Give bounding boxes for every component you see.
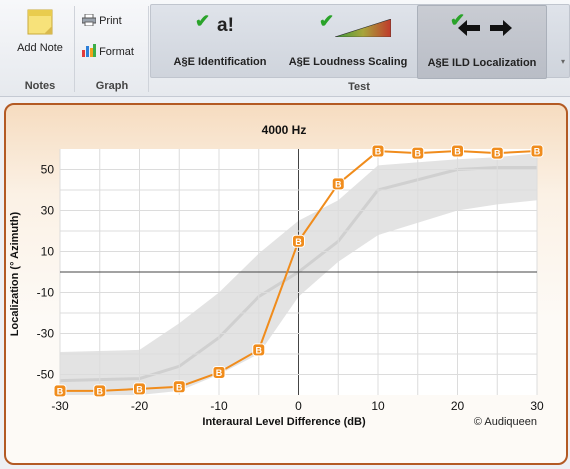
tick-labels: -30 -20 -10 0 10 20 30 50 30 10 -10 -30 -50 xyxy=(37,163,544,414)
x-tick-label: -10 xyxy=(210,399,228,413)
data-point-label: B xyxy=(295,237,302,247)
data-point-marker xyxy=(252,343,266,357)
notes-group-label: Notes xyxy=(24,80,56,92)
x-tick-label: 30 xyxy=(530,399,544,413)
data-point-marker xyxy=(371,144,385,158)
add-note-label: Add Note xyxy=(17,42,63,54)
data-point: B xyxy=(292,234,305,248)
data-point-marker xyxy=(133,382,146,396)
y-tick-label: 50 xyxy=(41,163,55,177)
x-tick-label: 10 xyxy=(371,399,385,413)
check-icon: ✔ xyxy=(450,10,466,30)
data-point: B xyxy=(93,384,107,398)
data-point-marker xyxy=(53,384,67,398)
y-tick-label: -30 xyxy=(37,327,55,341)
data-point: B xyxy=(530,144,544,158)
data-point: B xyxy=(331,177,345,191)
ild-localization-test-button[interactable]: ✔ A§E ILD Localization xyxy=(417,5,547,79)
y-axis-label: Localization (° Azimuth) xyxy=(9,211,21,336)
data-point-label: B xyxy=(375,147,382,157)
x-tick-label: -20 xyxy=(131,399,149,413)
identification-test-button[interactable]: ✔ a! A§E Identification xyxy=(157,5,283,77)
data-point-label: B xyxy=(136,384,143,394)
x-tick-label: 0 xyxy=(295,399,302,413)
data-point-label: B xyxy=(335,179,342,189)
data-point: B xyxy=(53,384,67,398)
check-icon: ✔ xyxy=(319,11,335,31)
data-point-marker xyxy=(172,380,186,394)
x-tick-label: -30 xyxy=(51,399,69,413)
data-point-marker xyxy=(411,146,425,160)
print-button[interactable]: Print xyxy=(81,13,122,27)
data-point-marker xyxy=(451,144,464,158)
test-group: ✔ a! A§E Identification ✔ A§E Loudness S… xyxy=(150,4,570,79)
data-point-label: B xyxy=(176,382,183,392)
left-right-arrows-icon xyxy=(458,20,512,36)
data-point-marker xyxy=(331,177,345,191)
sticky-note-icon xyxy=(27,9,53,35)
data-point: B xyxy=(451,144,464,158)
grid xyxy=(59,149,538,395)
printer-icon xyxy=(81,13,97,27)
graph-group-label: Graph xyxy=(95,80,129,92)
data-point: B xyxy=(411,146,425,160)
loudness-scaling-test-button[interactable]: ✔ A§E Loudness Scaling xyxy=(285,5,411,77)
format-button[interactable]: Format xyxy=(82,44,134,58)
data-point-marker xyxy=(93,384,107,398)
ribbon-divider xyxy=(148,6,149,92)
loudness-ramp-icon xyxy=(335,19,391,37)
ribbon-divider xyxy=(74,6,75,92)
notes-group: Add Note Notes xyxy=(8,0,72,95)
data-point-marker xyxy=(490,146,504,160)
x-tick-label: 20 xyxy=(451,399,465,413)
data-point-marker xyxy=(530,144,544,158)
print-label: Print xyxy=(99,15,122,27)
check-icon: ✔ xyxy=(195,11,211,31)
y-tick-label: -50 xyxy=(37,368,55,382)
data-point-label: B xyxy=(97,386,104,396)
data-point: B xyxy=(371,144,385,158)
data-point-label: B xyxy=(494,149,501,159)
add-note-button[interactable]: Add Note xyxy=(8,8,72,54)
series-line: B B B B B B B B B B B B B xyxy=(53,144,544,398)
chart-title: 4000 Hz xyxy=(262,123,307,137)
graph-group: Print Format Graph xyxy=(76,0,148,95)
y-tick-label: -10 xyxy=(37,286,55,300)
y-tick-label: 10 xyxy=(41,245,55,259)
data-point: B xyxy=(252,343,266,357)
data-point: B xyxy=(133,382,146,396)
data-point-label: B xyxy=(57,386,64,396)
localization-chart: 4000 Hz B B B B B B B B B B B B B -30 -20 -10 0 10 20 30 50… xyxy=(9,123,544,428)
copyright-label: © Audiqueen xyxy=(474,416,537,428)
test-group-label: Test xyxy=(348,81,370,93)
data-point-marker xyxy=(212,365,226,379)
loudness-scaling-label: A§E Loudness Scaling xyxy=(288,56,408,68)
format-label: Format xyxy=(99,46,134,58)
x-axis-label: Interaural Level Difference (dB) xyxy=(202,416,366,428)
chart-panel: 4000 Hz B B B B B B B B B B B B B -30 -20 -10 0 10 20 30 50… xyxy=(4,103,568,465)
identification-icon: a! xyxy=(217,15,234,36)
ild-localization-label: A§E ILD Localization xyxy=(427,57,537,69)
ribbon-toolbar: Add Note Notes Print Format Graph xyxy=(0,0,570,97)
data-point-label: B xyxy=(534,147,541,157)
identification-label: A§E Identification xyxy=(173,56,267,68)
data-point-label: B xyxy=(216,368,223,378)
data-point-label: B xyxy=(454,147,461,157)
data-point: B xyxy=(212,365,226,379)
data-point: B xyxy=(490,146,504,160)
data-point-label: B xyxy=(415,149,422,159)
y-tick-label: 30 xyxy=(41,204,55,218)
data-point-label: B xyxy=(256,345,263,355)
data-point: B xyxy=(172,380,186,394)
gallery-more-icon[interactable]: ▾ xyxy=(560,57,565,66)
data-point-marker xyxy=(292,234,305,248)
bar-chart-icon xyxy=(82,44,96,57)
